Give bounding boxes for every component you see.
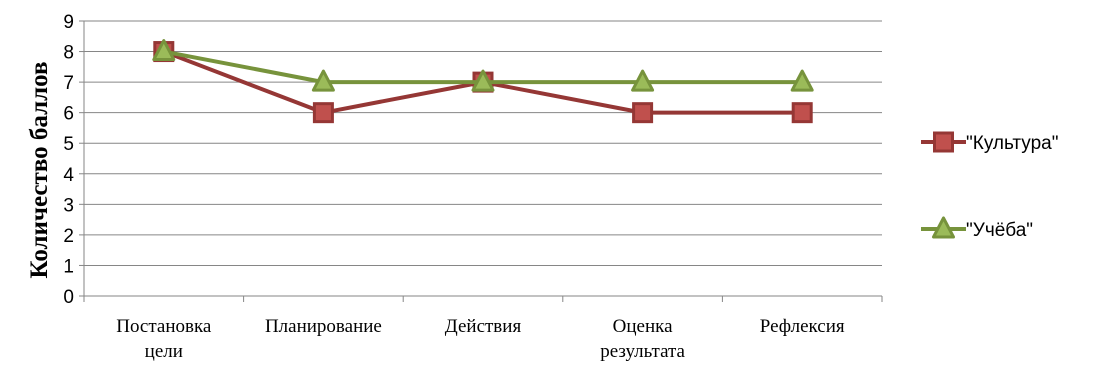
legend-item: "Культура" [921, 131, 1058, 154]
x-tick-label: результата [600, 341, 685, 362]
data-point [311, 69, 335, 92]
data-point [631, 69, 655, 92]
x-axis-ticks: Постановка цели Планирование Действия Оценка… [116, 316, 845, 362]
legend-marker [932, 216, 955, 239]
x-tick-label: Постановка [116, 316, 212, 337]
y-tick-label: 0 [63, 287, 74, 308]
y-tick-label: 9 [63, 12, 74, 33]
gridlines [84, 20, 882, 266]
y-tick-label: 7 [63, 73, 74, 94]
y-axis-label: Количество баллов [26, 61, 53, 278]
y-tick-label: 8 [63, 43, 74, 64]
data-point [632, 102, 654, 124]
legend-label: "Учёба" [966, 220, 1033, 241]
axes [79, 20, 883, 302]
data-point [790, 69, 814, 92]
x-tick-label: цели [145, 341, 183, 362]
data-series [152, 39, 814, 124]
y-tick-label: 2 [63, 226, 74, 247]
y-tick-label: 1 [63, 256, 74, 277]
legend-item: "Учёба" [921, 216, 1033, 241]
y-axis-ticks: 0 1 2 3 4 5 6 7 8 9 [63, 12, 74, 308]
data-point [471, 69, 495, 92]
y-tick-label: 3 [63, 195, 74, 216]
legend-label: "Культура" [966, 133, 1058, 154]
series-2 [152, 39, 814, 92]
x-tick-label: Планирование [265, 316, 382, 337]
y-tick-label: 4 [63, 165, 74, 186]
x-tick-label: Действия [445, 316, 522, 337]
y-tick-label: 5 [63, 134, 74, 155]
legend: "Культура" "Учёба" [921, 131, 1058, 241]
x-tick-label: Оценка [613, 316, 673, 337]
x-tick-label: Рефлексия [760, 316, 845, 337]
data-point [791, 102, 813, 124]
data-point [312, 102, 334, 124]
y-tick-label: 6 [63, 104, 74, 125]
data-point [152, 39, 176, 62]
legend-marker [933, 131, 954, 153]
